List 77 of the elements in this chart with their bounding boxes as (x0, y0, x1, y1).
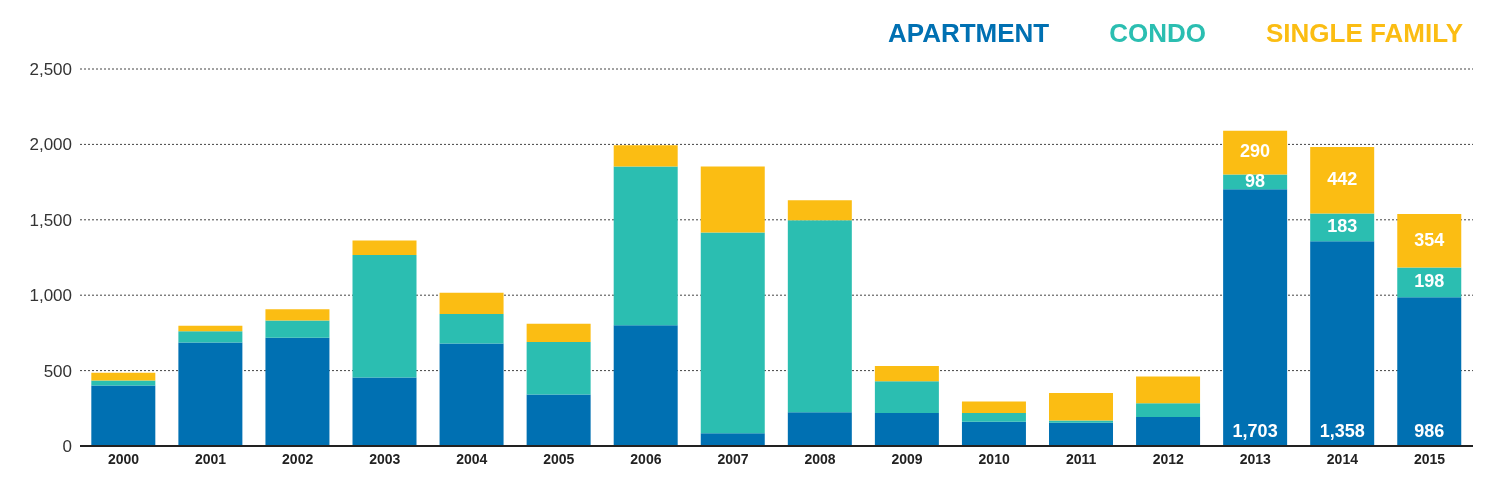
bar (178, 325, 243, 332)
bar (787, 412, 852, 446)
bar (439, 343, 504, 446)
x-tick-label: 2008 (804, 450, 836, 467)
bar (1136, 403, 1201, 417)
bar (1310, 241, 1375, 446)
bar (700, 433, 765, 446)
y-tick-label: 0 (62, 437, 72, 457)
bar (613, 166, 678, 326)
bar (613, 145, 678, 167)
data-label: 198 (1414, 271, 1445, 292)
x-tick-label: 2002 (282, 450, 314, 467)
x-tick-label: 2015 (1413, 450, 1446, 467)
bar (700, 166, 765, 233)
bar (874, 381, 939, 413)
bar (1136, 376, 1201, 404)
x-tick-label: 2009 (891, 450, 923, 467)
bar (526, 341, 591, 395)
data-label: 354 (1414, 229, 1445, 250)
text: CONDO (1109, 18, 1207, 49)
text: APARTMENT (887, 18, 1050, 49)
bar (874, 412, 939, 446)
bar (265, 320, 330, 338)
x-tick-label: 2012 (1152, 450, 1185, 467)
data-label: 986 (1414, 420, 1445, 441)
bar (352, 377, 417, 446)
text: SINGLE FAMILY (1266, 18, 1463, 49)
bar (178, 342, 243, 446)
data-label: 98 (1245, 170, 1266, 191)
x-tick-label: 2001 (195, 450, 227, 467)
bar (787, 220, 852, 413)
bar (91, 372, 156, 381)
x-tick-label: 2000 (107, 450, 140, 467)
x-tick-label: 2003 (369, 450, 401, 467)
bar (874, 366, 939, 382)
y-tick-label: 1,500 (29, 210, 72, 230)
y-tick-label: 500 (43, 361, 72, 381)
x-tick-label: 2007 (717, 450, 749, 467)
bar (1049, 392, 1114, 421)
x-tick-label: 2010 (978, 450, 1010, 467)
y-tick-label: 2,000 (29, 135, 72, 155)
x-tick-label: 2006 (630, 450, 662, 467)
bar (178, 331, 243, 343)
bar (352, 255, 417, 378)
bar (787, 200, 852, 221)
bar (700, 232, 765, 434)
x-tick-label: 2004 (456, 450, 488, 467)
bar (1310, 146, 1375, 214)
bar (1397, 297, 1462, 446)
bar (1223, 189, 1288, 446)
data-label: 1,358 (1319, 420, 1365, 441)
bar (352, 240, 417, 256)
bar (961, 401, 1026, 413)
x-tick-label: 2013 (1239, 450, 1272, 467)
y-tick-label: 1,000 (29, 286, 72, 306)
x-tick-label: 2014 (1326, 450, 1359, 467)
bar (439, 314, 504, 344)
data-label: 290 (1240, 141, 1271, 162)
data-label: 1,703 (1232, 420, 1278, 441)
data-label: 183 (1327, 216, 1358, 237)
y-tick-label: 2,500 (29, 60, 72, 80)
bar (961, 412, 1026, 422)
data-label: 442 (1327, 169, 1358, 190)
bar (1049, 422, 1114, 446)
x-tick-label: 2005 (543, 450, 575, 467)
bar (526, 394, 591, 446)
bar (526, 323, 591, 342)
bar (265, 309, 330, 321)
bar (439, 292, 504, 315)
bar (1136, 416, 1201, 446)
bar (1049, 420, 1114, 423)
bar (91, 385, 156, 446)
bar (961, 421, 1026, 446)
bar (1397, 214, 1462, 268)
bar (265, 337, 330, 446)
bar (613, 325, 678, 446)
x-tick-label: 2011 (1066, 450, 1097, 467)
